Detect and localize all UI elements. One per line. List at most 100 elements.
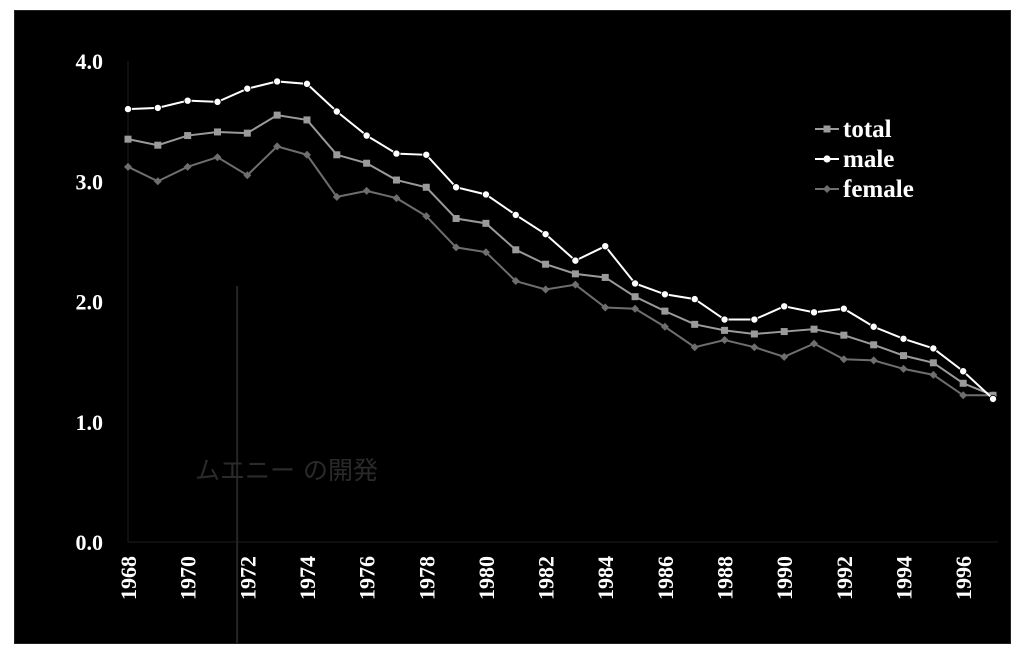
data-point-male	[899, 334, 908, 343]
data-point-female	[869, 356, 878, 365]
data-point-male	[452, 183, 461, 192]
legend-label: total	[843, 116, 892, 143]
data-point-female	[243, 171, 252, 180]
data-point-total	[929, 359, 937, 367]
legend-marker	[823, 185, 831, 193]
data-point-female	[690, 343, 699, 352]
data-point-total	[512, 246, 520, 254]
legend-marker	[823, 155, 831, 163]
legend-item-male: male	[815, 146, 894, 173]
data-point-total	[154, 141, 162, 149]
series-line-male	[127, 80, 994, 400]
data-point-male	[690, 295, 699, 304]
data-point-male	[601, 242, 610, 251]
x-tick-label: 1988	[713, 556, 738, 600]
data-point-female	[302, 150, 311, 159]
data-point-total	[333, 151, 341, 159]
data-point-male	[124, 105, 133, 114]
data-point-total	[571, 270, 579, 278]
data-point-total	[124, 135, 132, 143]
series-layer	[124, 77, 998, 403]
data-point-female	[780, 352, 789, 361]
x-tick-label: 1976	[355, 556, 380, 600]
legend-label: female	[843, 176, 914, 203]
x-tick-label: 1996	[951, 556, 976, 600]
data-point-total	[213, 128, 221, 136]
data-point-male	[929, 344, 938, 353]
data-point-total	[243, 129, 251, 137]
data-point-female	[273, 142, 282, 151]
data-point-male	[959, 367, 968, 376]
data-point-female	[362, 186, 371, 195]
data-point-female	[511, 277, 520, 286]
annotation-label: ムエニー の開発	[195, 456, 378, 485]
y-tick-label: 3.0	[76, 169, 104, 194]
data-point-female	[153, 177, 162, 186]
x-tick-label: 1986	[653, 556, 678, 600]
data-point-female	[839, 355, 848, 364]
data-point-male	[720, 315, 729, 324]
data-point-female	[452, 243, 461, 252]
data-point-male	[302, 79, 311, 88]
x-tick-label: 1992	[832, 556, 857, 600]
data-point-total	[392, 176, 400, 184]
legend-item-female: female	[815, 176, 914, 203]
data-point-male	[392, 149, 401, 158]
data-point-male	[183, 96, 192, 105]
x-tick-label: 1972	[235, 556, 260, 600]
x-tick-label: 1984	[593, 556, 618, 600]
data-point-female	[481, 248, 490, 257]
legend-item-total: total	[815, 116, 892, 143]
series-total	[124, 111, 997, 399]
data-point-male	[780, 302, 789, 311]
data-point-total	[184, 132, 192, 140]
data-point-female	[929, 370, 938, 379]
data-point-female	[899, 364, 908, 373]
data-point-total	[691, 320, 699, 328]
data-point-total	[661, 307, 669, 315]
data-point-female	[810, 339, 819, 348]
data-point-female	[392, 194, 401, 203]
data-point-male	[213, 97, 222, 106]
chart-frame: 0.0 1.0 2.0 3.0 4.0 1968 1970 1972 1974 1976 1978 1…	[14, 10, 1011, 644]
annotation-layer: ムエニー の開発	[195, 286, 378, 643]
x-tick-label: 1994	[892, 556, 917, 600]
x-tick-label: 1974	[295, 556, 320, 600]
data-point-total	[452, 215, 460, 223]
data-point-total	[750, 330, 758, 338]
series-female	[124, 142, 997, 400]
data-point-male	[631, 279, 640, 288]
data-point-total	[273, 111, 281, 119]
data-point-female	[959, 391, 968, 400]
data-point-total	[631, 293, 639, 301]
data-point-total	[959, 379, 967, 387]
data-point-female	[332, 192, 341, 201]
data-point-female	[571, 280, 580, 289]
data-point-male	[273, 77, 282, 86]
data-point-female	[660, 322, 669, 331]
data-point-male	[750, 315, 759, 324]
data-point-total	[870, 341, 878, 349]
data-point-male	[660, 290, 669, 299]
x-tick-label: 1990	[772, 556, 797, 600]
data-point-total	[422, 183, 430, 191]
data-point-male	[243, 84, 252, 93]
legend-label: male	[843, 146, 894, 173]
data-point-total	[303, 116, 311, 124]
x-tick-label: 1970	[176, 556, 201, 600]
x-tick-label: 1978	[414, 556, 439, 600]
data-point-total	[542, 260, 550, 268]
y-tick-label: 0.0	[76, 530, 104, 555]
data-point-total	[363, 159, 371, 167]
data-point-female	[601, 303, 610, 312]
data-point-male	[571, 256, 580, 265]
data-point-female	[124, 162, 132, 171]
data-point-total	[601, 273, 609, 281]
data-point-total	[721, 326, 729, 334]
series-male	[124, 77, 998, 403]
data-point-male	[810, 308, 819, 317]
data-point-total	[900, 352, 908, 360]
y-tick-label: 4.0	[76, 49, 104, 74]
legend-marker	[823, 125, 831, 133]
legend: total male female	[815, 116, 914, 203]
